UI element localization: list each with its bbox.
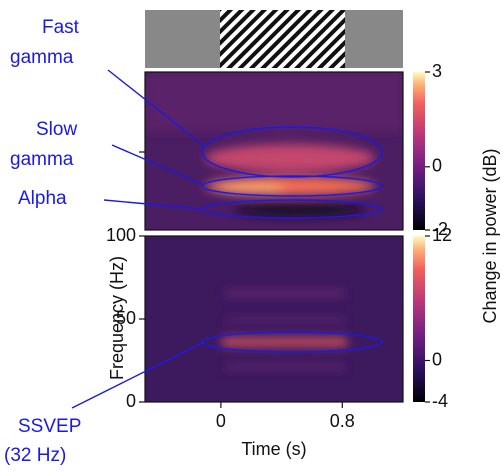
y-axis-label: Frequency (Hz) xyxy=(107,256,127,380)
annotation: Fast xyxy=(42,17,80,38)
annotation: Slow xyxy=(36,119,77,140)
colorbar-tick-label: 12 xyxy=(432,225,452,245)
annotation: Alpha xyxy=(18,188,67,209)
colorbar-tick-label: -2 xyxy=(432,219,448,239)
colorbar-tick-label: 3 xyxy=(432,61,442,81)
colorbar-tick-label: 0 xyxy=(432,349,442,369)
heatmap-bottom xyxy=(145,236,403,402)
annotation: SSVEP xyxy=(18,416,81,437)
y-tick-label: 0 xyxy=(126,391,136,411)
stimulus-grating xyxy=(220,10,345,68)
annotation: gamma xyxy=(10,149,74,170)
heatmap-top xyxy=(145,72,403,230)
y-tick-label: 100 xyxy=(106,225,136,245)
y-tick-label: 50 xyxy=(116,308,136,328)
colorbar xyxy=(413,72,425,230)
annotation-shapes xyxy=(71,69,383,409)
annotation: gamma xyxy=(10,47,74,68)
x-axis-label: Time (s) xyxy=(241,439,306,459)
colorbar-tick-label: 0 xyxy=(432,156,442,176)
annotation: (32 Hz) xyxy=(4,445,66,466)
colorbar-tick-label: -4 xyxy=(432,391,448,411)
x-tick-label: 0 xyxy=(216,411,226,431)
colorbar-label: Change in power (dB) xyxy=(480,148,500,323)
panel-frame xyxy=(144,71,404,231)
colorbar xyxy=(413,236,425,402)
x-tick-label: 0.8 xyxy=(330,411,355,431)
